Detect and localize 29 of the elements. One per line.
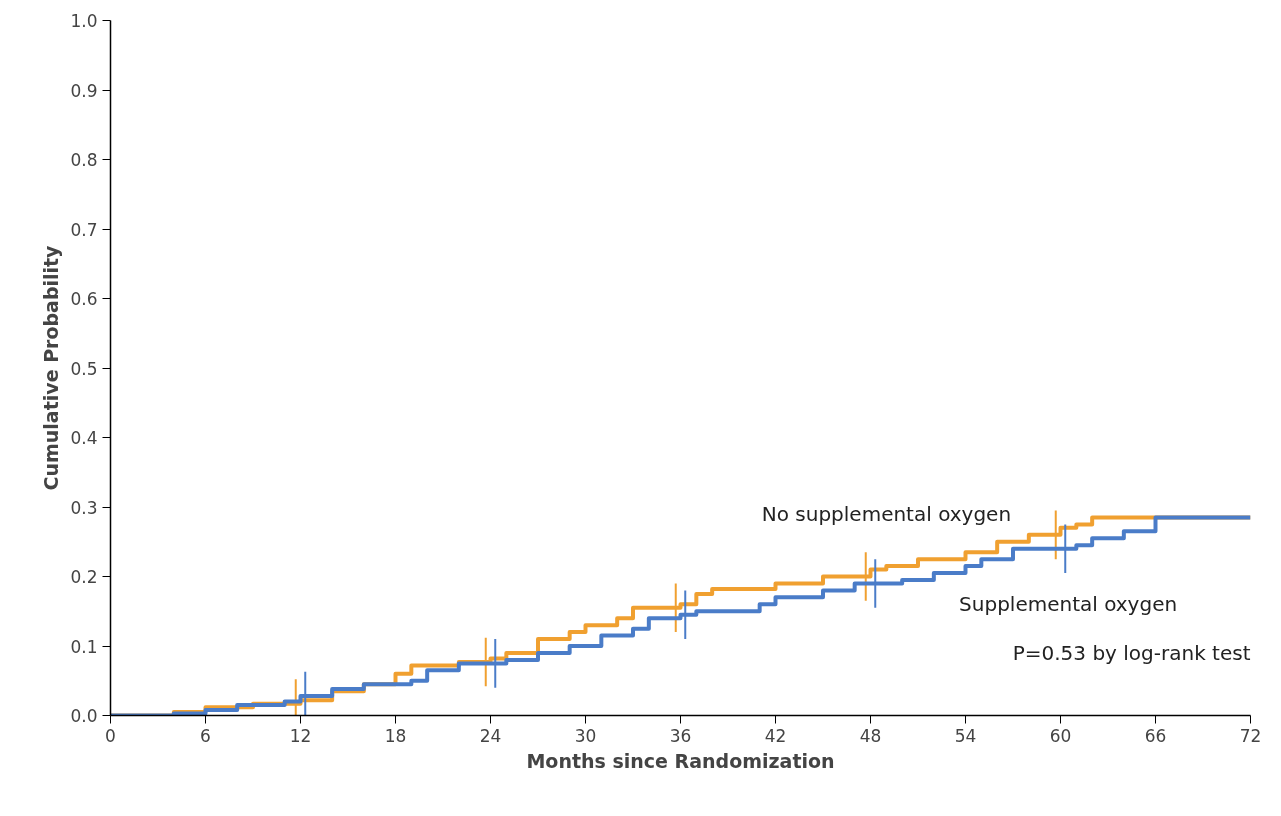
- y-tick-label: 0.7: [70, 219, 98, 240]
- y-tick-label: 0.1: [70, 636, 98, 657]
- y-tick-label: 0.9: [70, 80, 98, 101]
- y-tick-label: 0.8: [70, 150, 98, 170]
- x-tick-label: 36: [669, 725, 692, 746]
- x-tick-label: 6: [200, 725, 211, 746]
- x-tick-label: 24: [479, 725, 502, 746]
- x-tick-label: 30: [574, 725, 597, 746]
- x-tick-label: 54: [954, 725, 977, 746]
- y-tick-label: 0.2: [70, 567, 98, 587]
- x-tick-label: 48: [859, 725, 882, 746]
- y-tick-label: 0.3: [70, 497, 98, 518]
- y-tick-label: 0.5: [70, 358, 98, 379]
- annotation: P=0.53 by log-rank test: [1012, 640, 1251, 665]
- y-tick-label: 0.0: [70, 706, 98, 726]
- x-tick-label: 42: [764, 725, 787, 746]
- x-tick-label: 0: [105, 725, 116, 746]
- x-tick-label: 66: [1144, 725, 1167, 746]
- x-tick-label: 60: [1049, 725, 1072, 746]
- series-label: Supplemental oxygen: [959, 592, 1178, 617]
- x-tick-label: 72: [1239, 725, 1262, 746]
- series-label: No supplemental oxygen: [761, 501, 1012, 526]
- y-tick-label: 0.6: [70, 289, 98, 309]
- y-tick-label: 0.4: [70, 428, 98, 448]
- x-tick-label: 18: [384, 725, 407, 746]
- x-tick-label: 12: [289, 725, 312, 746]
- x-axis-title: Months since Randomization: [526, 749, 835, 772]
- y-tick-label: 1.0: [70, 11, 98, 31]
- y-axis-title: Cumulative Probability: [40, 244, 63, 491]
